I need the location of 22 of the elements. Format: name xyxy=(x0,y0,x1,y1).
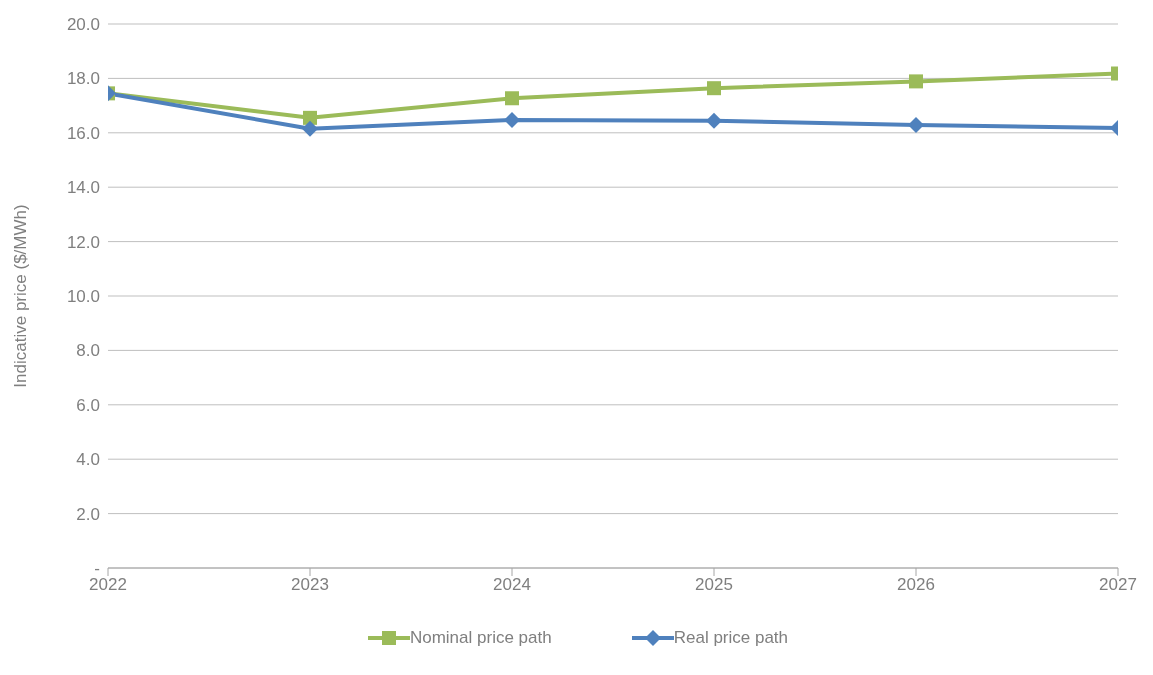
legend-label: Real price path xyxy=(672,628,789,648)
point xyxy=(707,81,721,96)
y-tick-label: 4.0 xyxy=(76,450,100,470)
y-axis-title: Indicative price ($/MWh) xyxy=(11,204,31,388)
y-tick-label: 12.0 xyxy=(66,232,100,252)
y-tick-label: 10.0 xyxy=(66,287,100,307)
y-tick-label: 2.0 xyxy=(76,504,100,524)
x-tick-label: 2026 xyxy=(897,575,935,595)
point xyxy=(706,112,722,129)
legend-label: Nominal price path xyxy=(408,628,552,648)
y-tick-label: 18.0 xyxy=(66,69,100,89)
point xyxy=(505,91,519,106)
x-tick-label: 2025 xyxy=(695,575,733,595)
y-tick-label: 6.0 xyxy=(76,395,100,415)
y-tick-label: 14.0 xyxy=(66,178,100,198)
x-tick-label: 2027 xyxy=(1099,575,1137,595)
y-tick-label: 8.0 xyxy=(76,341,100,361)
x-tick-label: 2023 xyxy=(291,575,329,595)
point xyxy=(504,112,520,129)
y-tick-label: 16.0 xyxy=(66,123,100,143)
x-tick-label: 2024 xyxy=(493,575,531,595)
y-tick-label: 20.0 xyxy=(66,15,100,35)
